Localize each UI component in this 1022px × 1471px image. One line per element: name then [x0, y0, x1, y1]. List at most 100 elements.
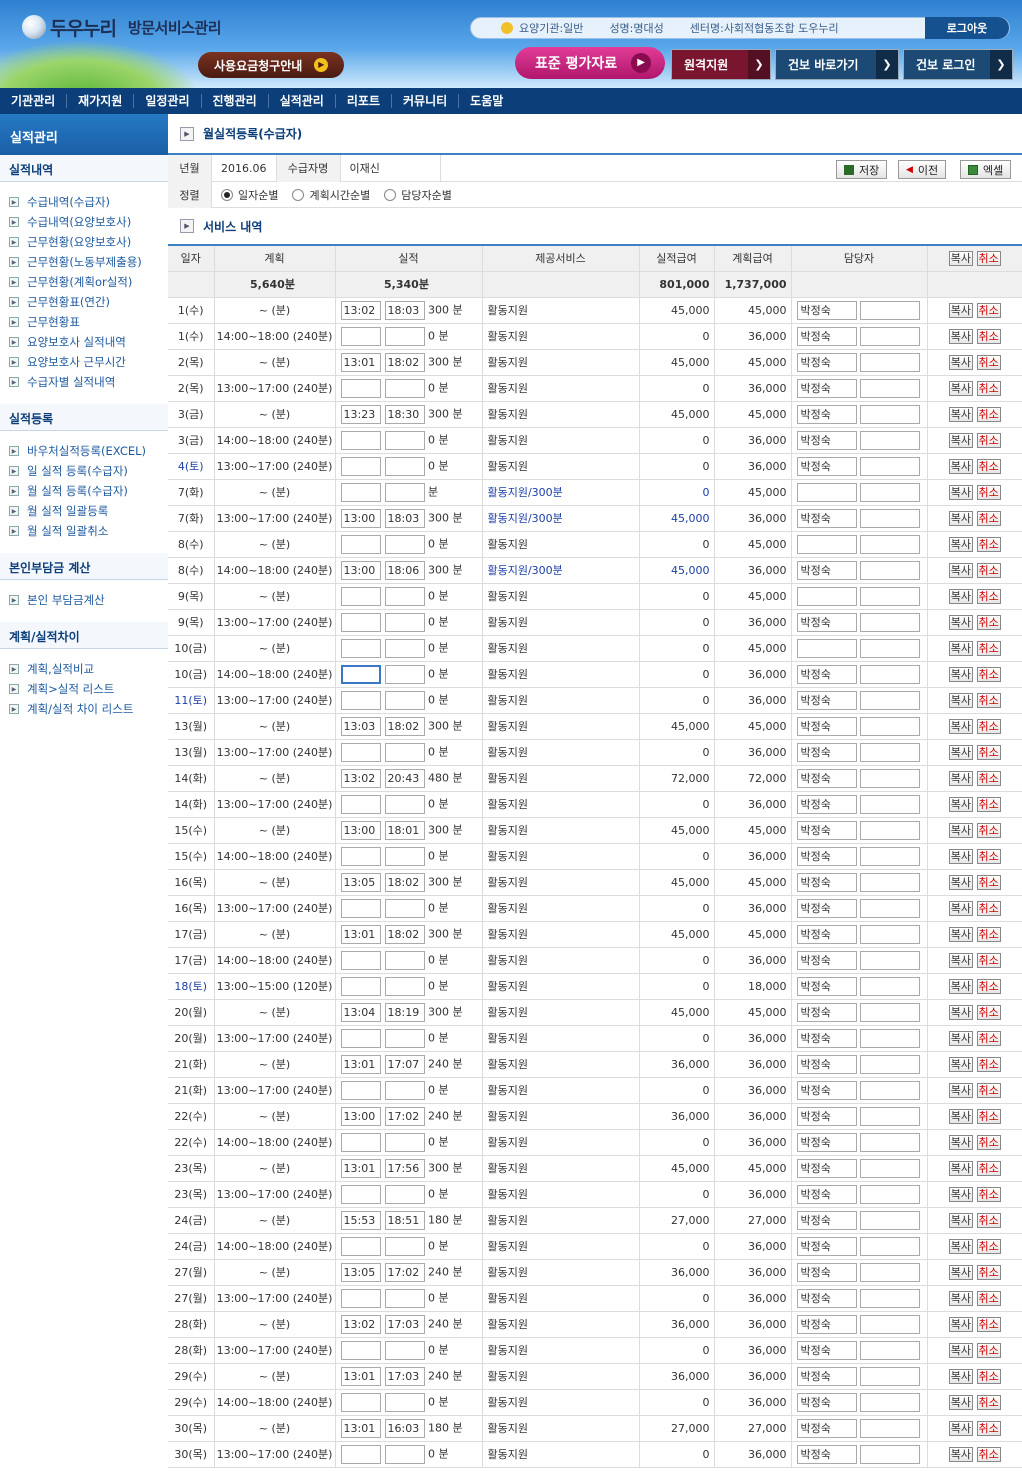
staff-sub-input[interactable] — [860, 1288, 920, 1308]
end-time-input[interactable] — [384, 1392, 425, 1412]
end-time-input[interactable]: 18:19 — [384, 1002, 425, 1022]
staff-input[interactable]: 박정숙 — [796, 352, 857, 372]
copy-button[interactable]: 복사 — [948, 1264, 973, 1280]
copy-button[interactable]: 복사 — [948, 1160, 973, 1176]
end-time-input[interactable]: 17:56 — [384, 1158, 425, 1178]
copy-button[interactable]: 복사 — [948, 1394, 973, 1410]
sidebar-section-title[interactable]: 본인부담금 계산 — [0, 553, 168, 580]
staff-input[interactable]: 박정숙 — [796, 690, 857, 710]
cancel-button[interactable]: 취소 — [976, 354, 1001, 370]
excel-button[interactable]: 엑셀 — [960, 160, 1012, 179]
staff-sub-input[interactable] — [860, 456, 920, 476]
nav-item-report[interactable]: 리포트 — [336, 94, 392, 108]
sidebar-item[interactable]: ▶ 근무현황표(연간) — [0, 292, 168, 312]
staff-input[interactable]: 박정숙 — [796, 1002, 857, 1022]
staff-input[interactable]: 박정숙 — [796, 1054, 857, 1074]
staff-input[interactable] — [796, 638, 857, 658]
cancel-button[interactable]: 취소 — [976, 484, 1001, 500]
staff-input[interactable]: 박정숙 — [796, 1314, 857, 1334]
cancel-button[interactable]: 취소 — [976, 640, 1001, 656]
cancel-button[interactable]: 취소 — [976, 1316, 1001, 1332]
staff-input[interactable]: 박정숙 — [796, 794, 857, 814]
copy-button[interactable]: 복사 — [948, 952, 973, 968]
staff-input[interactable]: 박정숙 — [796, 1210, 857, 1230]
staff-sub-input[interactable] — [860, 1366, 920, 1386]
staff-sub-input[interactable] — [860, 794, 920, 814]
end-time-input[interactable]: 18:02 — [384, 352, 425, 372]
cancel-button[interactable]: 취소 — [976, 1342, 1001, 1358]
copy-button[interactable]: 복사 — [948, 562, 973, 578]
cancel-button[interactable]: 취소 — [976, 900, 1001, 916]
start-time-input[interactable]: 13:01 — [340, 1366, 381, 1386]
sidebar-item[interactable]: ▶ 근무현황(노동부제출용) — [0, 252, 168, 272]
staff-sub-input[interactable] — [860, 950, 920, 970]
staff-sub-input[interactable] — [860, 1106, 920, 1126]
copy-button[interactable]: 복사 — [948, 718, 973, 734]
start-time-input[interactable]: 13:02 — [340, 768, 381, 788]
start-time-input[interactable]: 13:05 — [340, 1262, 381, 1282]
cancel-button[interactable]: 취소 — [976, 952, 1001, 968]
cancel-button[interactable]: 취소 — [976, 744, 1001, 760]
staff-input[interactable]: 박정숙 — [796, 820, 857, 840]
end-time-input[interactable] — [384, 612, 425, 632]
sidebar-item[interactable]: ▶ 바우처실적등록(EXCEL) — [0, 441, 168, 461]
staff-input[interactable]: 박정숙 — [796, 404, 857, 424]
remote-support-button[interactable]: 원격지원 ❯ — [671, 49, 771, 80]
staff-input[interactable]: 박정숙 — [796, 1158, 857, 1178]
staff-input[interactable]: 박정숙 — [796, 716, 857, 736]
staff-sub-input[interactable] — [860, 1132, 920, 1152]
cancel-button[interactable]: 취소 — [976, 510, 1001, 526]
staff-input[interactable]: 박정숙 — [796, 950, 857, 970]
start-time-input[interactable]: 13:01 — [340, 352, 381, 372]
start-time-input[interactable]: 13:00 — [340, 820, 381, 840]
copy-button[interactable]: 복사 — [948, 1316, 973, 1332]
cancel-button[interactable]: 취소 — [976, 380, 1001, 396]
staff-sub-input[interactable] — [860, 560, 920, 580]
copy-button[interactable]: 복사 — [948, 614, 973, 630]
cancel-button[interactable]: 취소 — [976, 692, 1001, 708]
cancel-button[interactable]: 취소 — [976, 1290, 1001, 1306]
save-button[interactable]: 저장 — [836, 160, 888, 179]
copy-button[interactable]: 복사 — [948, 588, 973, 604]
cancel-button[interactable]: 취소 — [976, 406, 1001, 422]
nav-item-progress[interactable]: 진행관리 — [202, 94, 269, 108]
radio-selected-icon[interactable] — [221, 188, 233, 201]
copy-button[interactable]: 복사 — [948, 1238, 973, 1254]
nav-item-performance[interactable]: 실적관리 — [269, 94, 336, 108]
cancel-button[interactable]: 취소 — [976, 1004, 1001, 1020]
copy-button[interactable]: 복사 — [948, 1420, 973, 1436]
end-time-input[interactable] — [384, 1340, 425, 1360]
end-time-input[interactable] — [384, 1028, 425, 1048]
staff-sub-input[interactable] — [860, 1158, 920, 1178]
staff-sub-input[interactable] — [860, 1002, 920, 1022]
copy-button[interactable]: 복사 — [948, 458, 973, 474]
end-time-input[interactable] — [384, 794, 425, 814]
end-time-input[interactable]: 20:43 — [384, 768, 425, 788]
end-time-input[interactable] — [384, 950, 425, 970]
eval-data-button[interactable]: 표준 평가자료 ▶ — [515, 47, 665, 79]
copy-button[interactable]: 복사 — [948, 796, 973, 812]
start-time-input[interactable] — [340, 638, 381, 658]
start-time-input[interactable] — [340, 586, 381, 606]
copy-button[interactable]: 복사 — [948, 640, 973, 656]
staff-sub-input[interactable] — [860, 508, 920, 528]
end-time-input[interactable] — [384, 430, 425, 450]
start-time-input[interactable]: 13:01 — [340, 1158, 381, 1178]
prev-button[interactable]: ◀ 이전 — [898, 160, 947, 179]
staff-sub-input[interactable] — [860, 1262, 920, 1282]
staff-input[interactable]: 박정숙 — [796, 846, 857, 866]
staff-input[interactable]: 박정숙 — [796, 768, 857, 788]
start-time-input[interactable] — [340, 1080, 381, 1100]
staff-sub-input[interactable] — [860, 924, 920, 944]
end-time-input[interactable]: 18:02 — [384, 924, 425, 944]
start-time-input[interactable] — [340, 846, 381, 866]
sidebar-item[interactable]: ▶ 수급내역(요양보호사) — [0, 212, 168, 232]
cancel-button[interactable]: 취소 — [976, 1446, 1001, 1462]
staff-input[interactable]: 박정숙 — [796, 1236, 857, 1256]
staff-input[interactable]: 박정숙 — [796, 1418, 857, 1438]
cancel-button[interactable]: 취소 — [976, 822, 1001, 838]
end-time-input[interactable] — [384, 1288, 425, 1308]
cancel-button[interactable]: 취소 — [976, 978, 1001, 994]
start-time-input[interactable]: 13:00 — [340, 1106, 381, 1126]
start-time-input[interactable]: 15:53 — [340, 1210, 381, 1230]
